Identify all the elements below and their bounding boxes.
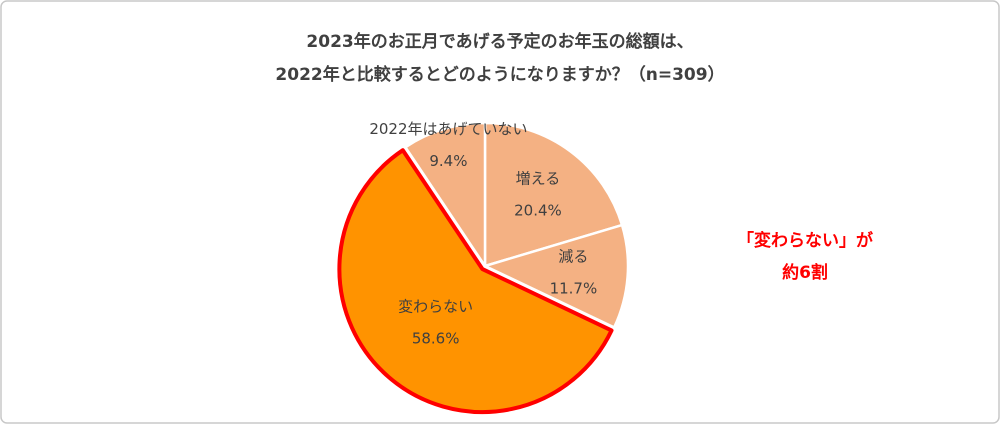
value-label: 20.4% (514, 201, 562, 219)
labels: 増える 20.4% 減る 11.7% 2022年はあげていない 9.4% 変わらない 58.6… (369, 120, 597, 348)
pie-slice (404, 121, 487, 268)
chart-title: 2023年のお正月であげる予定のお年玉の総額は、 (306, 31, 693, 52)
slice-label: 減る (558, 247, 588, 265)
value-label: 9.4% (429, 152, 467, 170)
chart-title: 2022年と比較するとどのようになりますか？（n=309） (275, 64, 724, 85)
pie-slice (483, 223, 630, 329)
slice-label: 変わらない (398, 298, 473, 316)
pie-slice (337, 148, 614, 415)
slice-label: 2022年はあげていない (369, 120, 527, 138)
annotation: 「変わらない」が (737, 230, 873, 251)
pie (337, 121, 630, 415)
value-label: 11.7% (550, 279, 598, 297)
slice-label: 増える (516, 169, 561, 187)
pie-slice (483, 121, 624, 268)
annotation: 約6割 (782, 262, 828, 283)
value-label: 58.6% (412, 330, 460, 348)
